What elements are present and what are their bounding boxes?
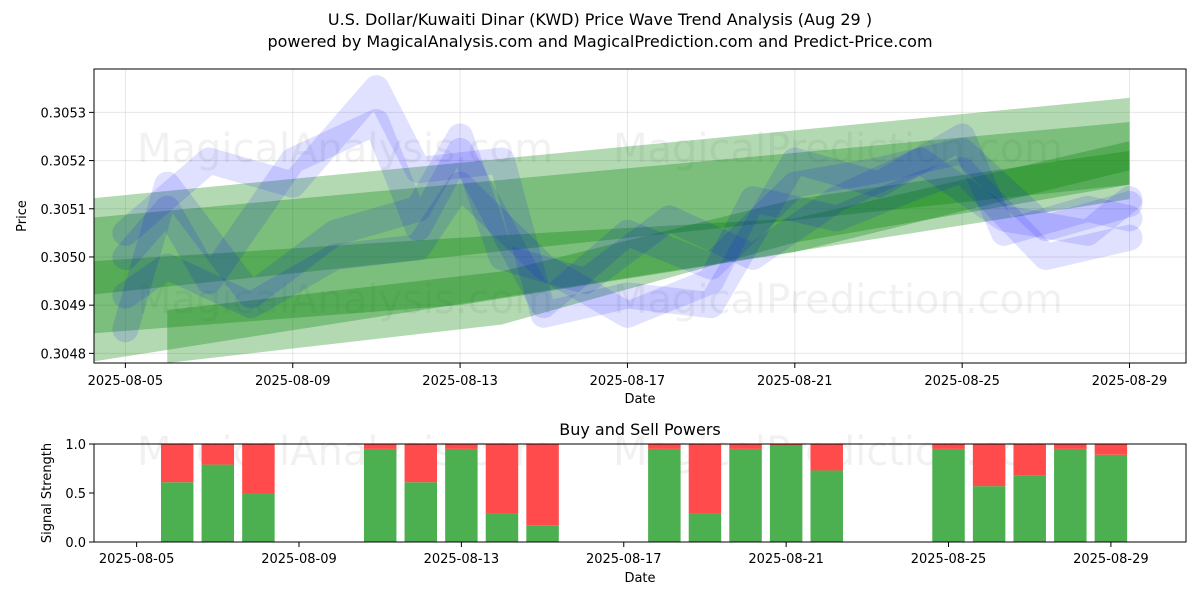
x-tick-label: 2025-08-29 — [1092, 374, 1168, 389]
watermark-text: MagicalPrediction.com — [613, 277, 1063, 323]
sell-bar — [1094, 444, 1128, 455]
power-chart-title: Buy and Sell Powers — [559, 420, 721, 439]
sell-bar — [769, 444, 803, 446]
y-tick-label: 0.3049 — [41, 299, 87, 314]
watermark-text: MagicalAnalysis.com — [137, 277, 553, 323]
buy-bar — [648, 448, 681, 542]
y-tick-label: 0.0 — [65, 536, 86, 551]
price-plot-frame — [93, 68, 1187, 364]
price-wave — [112, 75, 1143, 328]
x-tick-label: 2025-08-13 — [422, 374, 498, 389]
x-tick-label: 2025-08-05 — [99, 552, 175, 567]
power-bars — [160, 444, 1128, 542]
y-tick-label: 0.3051 — [41, 203, 87, 218]
price-watermarks: MagicalAnalysis.com MagicalPrediction.co… — [137, 126, 1063, 323]
sell-bar — [363, 444, 397, 449]
price-x-axis-label: Date — [624, 392, 655, 407]
chart-subtitle: powered by MagicalAnalysis.com and Magic… — [267, 32, 932, 51]
x-tick-label: 2025-08-09 — [261, 552, 337, 567]
sell-bar — [1054, 444, 1087, 449]
price-y-axis-label: Price — [15, 200, 30, 232]
trend-band — [94, 122, 1130, 362]
trend-band — [94, 97, 1130, 295]
y-tick-label: 0.5 — [65, 487, 86, 502]
watermark-text: MagicalAnalysis.com — [137, 126, 553, 172]
x-tick-label: 2025-08-21 — [748, 552, 824, 567]
power-x-axis-label: Date — [624, 571, 655, 586]
x-tick-label: 2025-08-17 — [590, 374, 666, 389]
buy-bar — [688, 513, 722, 542]
sell-bar — [729, 444, 762, 449]
buy-bar — [1013, 475, 1046, 542]
x-tick-label: 2025-08-21 — [757, 374, 833, 389]
buy-bar — [769, 445, 803, 542]
price-waves — [112, 75, 1143, 343]
price-wave — [112, 123, 1143, 343]
chart-title: U.S. Dollar/Kuwaiti Dinar (KWD) Price Wa… — [328, 10, 872, 29]
price-wave — [112, 157, 1143, 328]
sell-bar — [404, 444, 438, 483]
sell-bar — [810, 444, 843, 471]
power-y-ticks: 0.0 0.5 1.0 — [65, 438, 94, 551]
trend-band — [94, 141, 1130, 334]
trend-bands — [94, 97, 1130, 363]
buy-bar — [1054, 448, 1087, 542]
y-tick-label: 1.0 — [65, 438, 86, 453]
x-tick-label: 2025-08-05 — [88, 374, 164, 389]
sell-bar — [688, 444, 722, 514]
x-tick-label: 2025-08-17 — [586, 552, 662, 567]
buy-bar — [972, 486, 1006, 542]
trend-band — [167, 150, 1130, 363]
sell-bar — [1013, 444, 1046, 476]
price-x-ticks: 2025-08-05 2025-08-09 2025-08-13 2025-08-17… — [88, 363, 1168, 389]
x-tick-label: 2025-08-25 — [924, 374, 1000, 389]
watermark-text: MagicalPrediction.com — [613, 126, 1063, 172]
y-tick-label: 0.3052 — [41, 155, 87, 170]
y-tick-label: 0.3050 — [41, 251, 87, 266]
sell-bar — [526, 444, 559, 526]
buy-bar — [363, 448, 397, 542]
buy-bar — [404, 482, 438, 542]
price-gridlines — [94, 69, 1186, 363]
buy-bar — [242, 493, 275, 542]
y-tick-label: 0.3048 — [41, 347, 87, 362]
sell-bar — [932, 444, 965, 449]
buy-bar — [485, 513, 519, 542]
sell-bar — [160, 444, 194, 483]
buy-bar — [1094, 454, 1128, 542]
buy-bar — [810, 470, 843, 542]
buy-bar — [445, 448, 478, 542]
sell-bar — [201, 444, 235, 465]
power-y-axis-label: Signal Strength — [40, 443, 55, 543]
x-tick-label: 2025-08-25 — [911, 552, 987, 567]
buy-bar — [729, 448, 762, 542]
x-tick-label: 2025-08-13 — [424, 552, 500, 567]
buy-bar — [160, 482, 194, 542]
buy-bar — [201, 464, 235, 542]
sell-bar — [972, 444, 1006, 487]
x-tick-label: 2025-08-09 — [255, 374, 331, 389]
buy-bar — [932, 448, 965, 542]
sell-bar — [445, 444, 478, 449]
sell-bar — [485, 444, 519, 514]
power-x-ticks: 2025-08-05 2025-08-09 2025-08-13 2025-08-17… — [99, 542, 1149, 567]
buy-bar — [526, 525, 559, 542]
sell-bar — [648, 444, 681, 449]
price-wave — [112, 109, 1143, 319]
sell-bar — [242, 444, 275, 493]
x-tick-label: 2025-08-29 — [1073, 552, 1149, 567]
y-tick-label: 0.3053 — [41, 106, 87, 121]
price-y-ticks: 0.3048 0.3049 0.3050 0.3051 0.3052 0.3053 — [41, 106, 94, 362]
